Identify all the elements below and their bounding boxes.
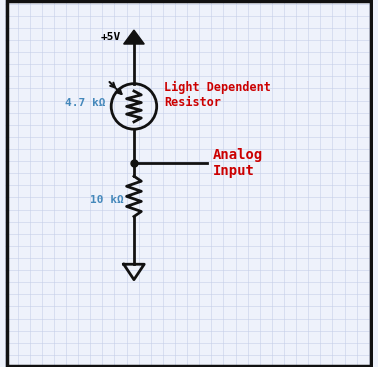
Text: 4.7 kΩ: 4.7 kΩ — [65, 98, 106, 108]
Text: Analog
Input: Analog Input — [213, 148, 263, 178]
Text: 10 kΩ: 10 kΩ — [90, 195, 124, 205]
Polygon shape — [124, 30, 144, 44]
Text: +5V: +5V — [101, 32, 121, 42]
Text: Light Dependent
Resistor: Light Dependent Resistor — [164, 81, 271, 109]
